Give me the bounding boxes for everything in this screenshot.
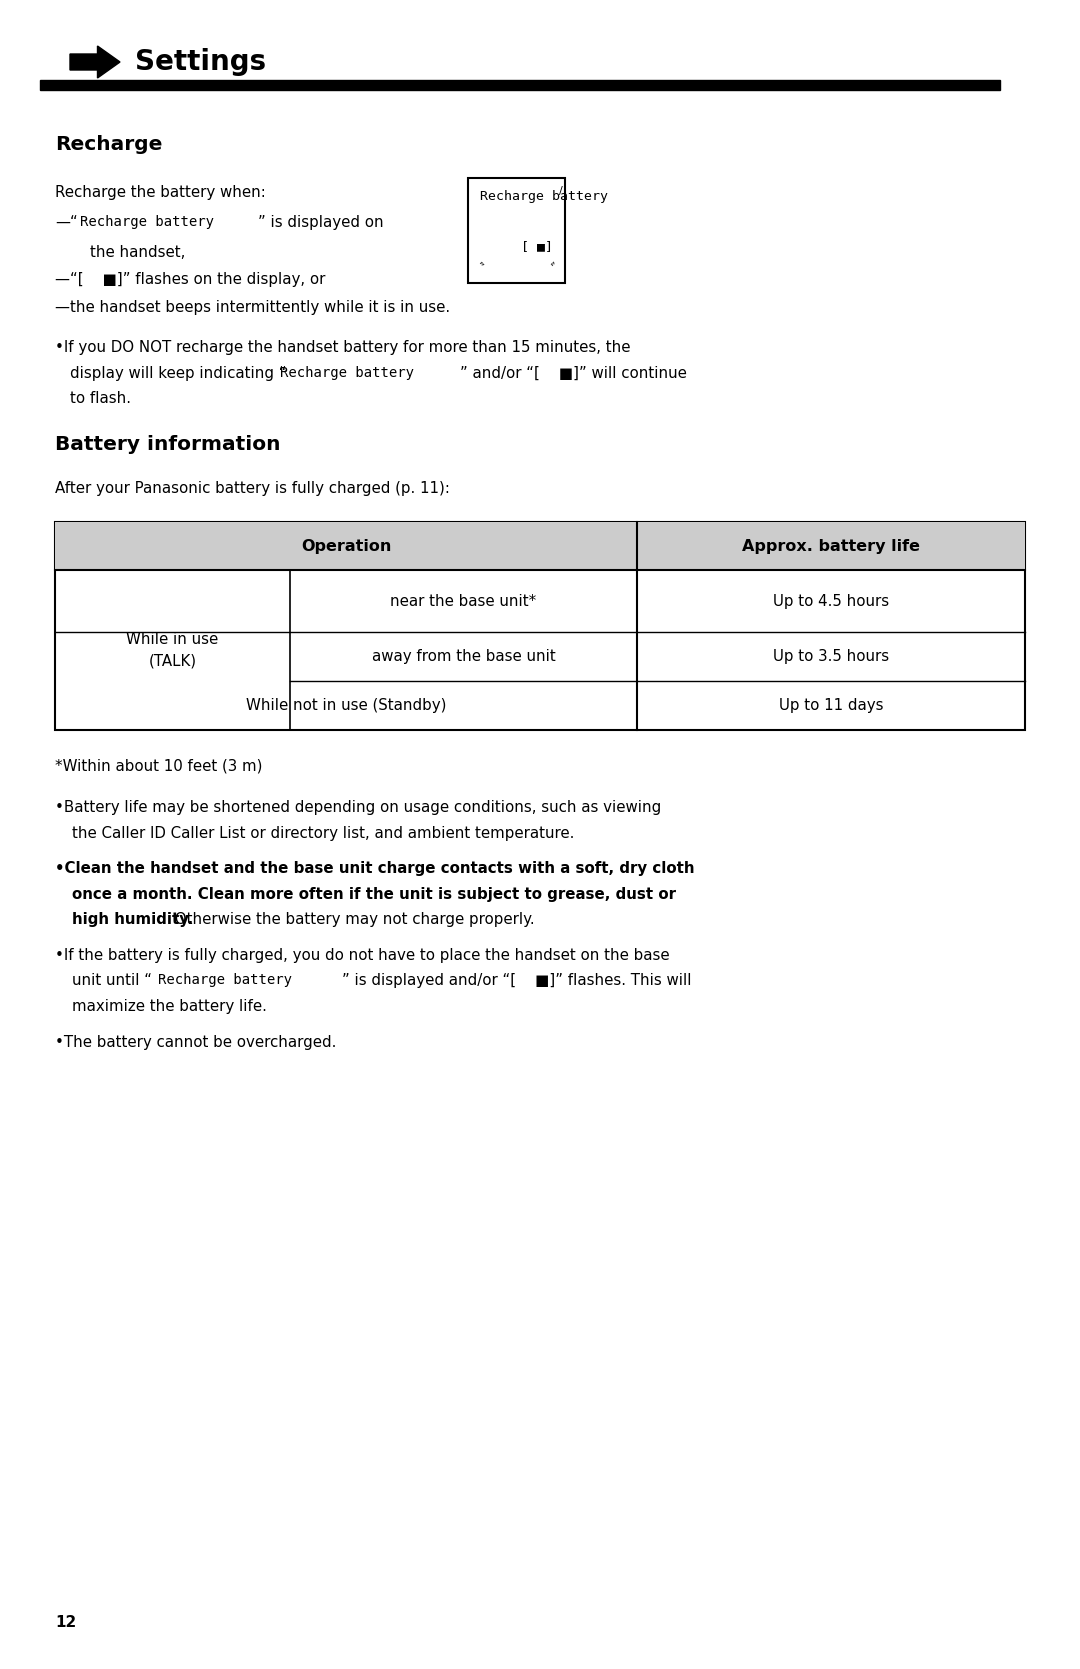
Text: 12: 12 — [55, 1616, 77, 1631]
Text: Battery information: Battery information — [55, 436, 281, 454]
Text: •If the battery is fully charged, you do not have to place the handset on the ba: •If the battery is fully charged, you do… — [55, 948, 670, 963]
Text: —“: —“ — [55, 215, 78, 230]
Text: display will keep indicating “: display will keep indicating “ — [70, 366, 286, 381]
Text: Recharge battery: Recharge battery — [158, 973, 292, 988]
Text: Settings: Settings — [135, 48, 266, 77]
Text: After your Panasonic battery is fully charged (p. 11):: After your Panasonic battery is fully ch… — [55, 481, 450, 496]
Text: maximize the battery life.: maximize the battery life. — [72, 1000, 267, 1013]
Text: Otherwise the battery may not charge properly.: Otherwise the battery may not charge pro… — [170, 913, 535, 928]
Text: ” is displayed and/or “[    ■]” flashes. This will: ” is displayed and/or “[ ■]” flashes. Th… — [342, 973, 691, 988]
Text: While in use
(TALK): While in use (TALK) — [126, 633, 218, 668]
Text: the Caller ID Caller List or directory list, and ambient temperature.: the Caller ID Caller List or directory l… — [72, 826, 575, 841]
Text: •Clean the handset and the base unit charge contacts with a soft, dry cloth: •Clean the handset and the base unit cha… — [55, 861, 694, 876]
Text: near the base unit*: near the base unit* — [390, 594, 537, 609]
Text: Recharge the battery when:: Recharge the battery when: — [55, 185, 266, 200]
Text: —the handset beeps intermittently while it is in use.: —the handset beeps intermittently while … — [55, 300, 450, 315]
Text: Recharge battery: Recharge battery — [280, 366, 414, 379]
Text: unit until “: unit until “ — [72, 973, 152, 988]
Text: •If you DO NOT recharge the handset battery for more than 15 minutes, the: •If you DO NOT recharge the handset batt… — [55, 340, 631, 355]
Polygon shape — [70, 47, 120, 78]
Text: •The battery cannot be overcharged.: •The battery cannot be overcharged. — [55, 1035, 336, 1050]
Text: Approx. battery life: Approx. battery life — [742, 539, 920, 554]
Bar — [55, 522, 1025, 729]
Text: /: / — [559, 185, 563, 195]
Bar — [55, 522, 1025, 571]
Text: once a month. Clean more often if the unit is subject to grease, dust or: once a month. Clean more often if the un… — [72, 886, 676, 901]
Text: Recharge: Recharge — [55, 135, 162, 154]
Text: away from the base unit: away from the base unit — [372, 649, 555, 664]
Bar — [468, 179, 565, 284]
Text: While not in use (Standby): While not in use (Standby) — [246, 698, 446, 713]
Text: Up to 4.5 hours: Up to 4.5 hours — [773, 594, 889, 609]
Text: —“[    ■]” flashes on the display, or: —“[ ■]” flashes on the display, or — [55, 272, 325, 287]
Bar — [40, 80, 1000, 90]
Text: Recharge battery: Recharge battery — [480, 190, 608, 204]
Text: to flash.: to flash. — [70, 391, 131, 406]
Text: Operation: Operation — [301, 539, 391, 554]
Text: [ ■]: [ ■] — [521, 240, 553, 254]
Text: the handset,: the handset, — [90, 245, 186, 260]
Text: ”: ” — [549, 260, 561, 270]
Text: ”: ” — [473, 260, 484, 270]
Text: *Within about 10 feet (3 m): *Within about 10 feet (3 m) — [55, 758, 262, 773]
Text: ” is displayed on: ” is displayed on — [258, 215, 383, 230]
Text: Recharge battery: Recharge battery — [80, 215, 214, 229]
Text: •Battery life may be shortened depending on usage conditions, such as viewing: •Battery life may be shortened depending… — [55, 799, 661, 814]
Text: Up to 3.5 hours: Up to 3.5 hours — [773, 649, 889, 664]
Text: ” and/or “[    ■]” will continue: ” and/or “[ ■]” will continue — [460, 366, 687, 381]
Text: Up to 11 days: Up to 11 days — [779, 698, 883, 713]
Text: high humidity.: high humidity. — [72, 913, 193, 928]
